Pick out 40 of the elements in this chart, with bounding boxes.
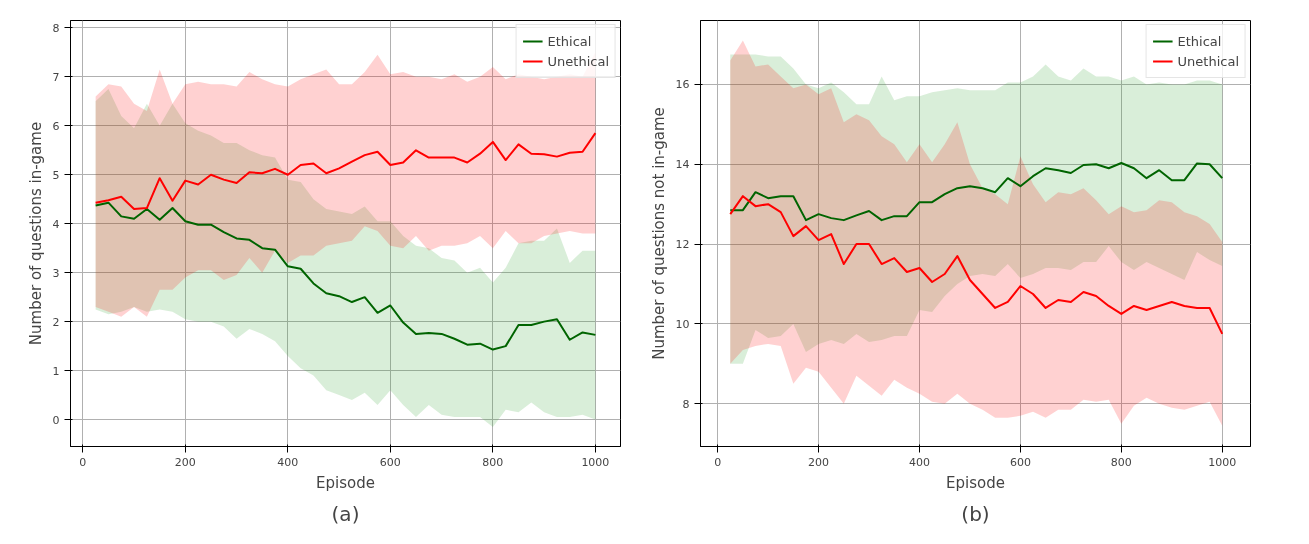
line-series (729, 195, 1224, 335)
x-tick-label: 1000 (581, 455, 610, 469)
y-tick-label: 1 (52, 364, 60, 378)
y-tick-label: 4 (52, 217, 60, 231)
x-tick-label: 800 (482, 455, 504, 469)
x-tick-label: 600 (379, 455, 401, 469)
legend-label: Unethical (547, 53, 609, 69)
y-tick-label: 12 (675, 238, 690, 252)
x-tick-label: 800 (1110, 455, 1132, 469)
y-tick-label: 16 (675, 78, 690, 92)
text: (a) (331, 501, 360, 526)
x-tick-label: 200 (808, 455, 830, 469)
legend-label: Unethical (1177, 53, 1239, 69)
x-axis-title: Episode (946, 473, 1005, 492)
y-tick-label: 0 (52, 413, 60, 427)
y-tick-label: 2 (52, 315, 60, 329)
x-tick-label: 200 (174, 455, 196, 469)
y-tick-label: 8 (682, 397, 690, 411)
y-tick-label: 3 (52, 266, 60, 280)
y-axis-title: Number of questions in-game (26, 121, 45, 346)
x-tick-label: 1000 (1208, 455, 1237, 469)
y-tick-label: 10 (675, 317, 690, 331)
y-axis-title: Number of questions not in-game (649, 107, 668, 360)
y-tick-label: 14 (675, 158, 690, 172)
line-series (94, 132, 597, 211)
line-series (729, 162, 1224, 222)
y-tick-label: 7 (52, 70, 60, 84)
y-tick-label: 6 (52, 119, 60, 133)
text: (b) (961, 501, 990, 526)
x-tick-label: 400 (908, 455, 930, 469)
line-series (94, 201, 597, 351)
legend-label: Ethical (547, 33, 592, 49)
x-tick-label: 600 (1009, 455, 1031, 469)
y-tick-label: 8 (52, 21, 60, 35)
x-tick-label: 0 (79, 455, 87, 469)
x-axis-title: Episode (316, 473, 375, 492)
x-tick-label: 400 (277, 455, 299, 469)
y-tick-label: 5 (52, 168, 60, 182)
x-tick-label: 0 (714, 455, 722, 469)
legend-label: Ethical (1177, 33, 1222, 49)
